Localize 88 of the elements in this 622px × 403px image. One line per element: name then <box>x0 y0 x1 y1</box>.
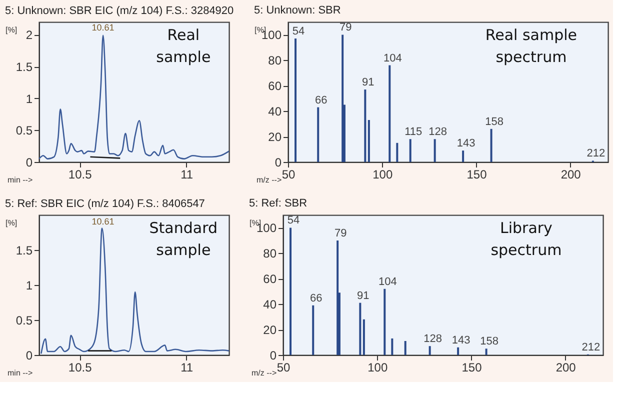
x-axis-title: m/z --> <box>256 176 282 184</box>
annotation: 128 <box>424 333 442 346</box>
y-tick-label: 80 <box>263 246 277 261</box>
chart-title: 5: Unknown: SBR EIC (m/z 104) F.S.: 3284920 <box>5 5 234 17</box>
y-tick-label: 0.5 <box>16 314 33 328</box>
annotation: 104 <box>383 52 402 64</box>
annotation: 158 <box>480 336 498 348</box>
bar <box>490 128 492 162</box>
y-tick-label: 1.5 <box>16 60 33 74</box>
annotation: 66 <box>310 292 322 304</box>
x-tick-label: 10.5 <box>68 168 92 182</box>
x-tick-label: 11 <box>180 360 194 374</box>
annotation: 54 <box>292 26 305 38</box>
y-tick-label: 0 <box>26 156 33 170</box>
y-tick-label: 20 <box>263 323 277 338</box>
annotation: 143 <box>452 334 470 346</box>
bar <box>409 139 412 162</box>
x-tick-label: 11 <box>180 168 194 182</box>
x-tick-label: 200 <box>556 360 576 374</box>
bar <box>388 65 391 162</box>
annotation: 212 <box>582 341 600 354</box>
x-axis-title: m/z --> <box>252 368 277 378</box>
y-tick-label: 40 <box>263 298 277 312</box>
bar <box>364 89 366 162</box>
bar <box>342 34 344 162</box>
y-tick-label: 60 <box>263 272 277 286</box>
bar <box>317 107 320 162</box>
bar <box>457 347 460 355</box>
y-tick-label: 80 <box>268 54 282 68</box>
y-axis-title: [%] <box>6 26 18 34</box>
y-tick-label: 40 <box>268 104 282 119</box>
bar <box>312 305 314 355</box>
chart-title: 5: Ref: SBR <box>249 198 308 210</box>
annotation: 79 <box>339 22 352 34</box>
x-tick-label: 100 <box>368 360 388 374</box>
bar <box>359 302 362 355</box>
x-axis-title: min --> <box>8 176 33 184</box>
bar <box>404 341 406 355</box>
y-tick-label: 1.5 <box>16 244 33 258</box>
bar <box>428 346 431 355</box>
bar <box>391 338 394 355</box>
bar <box>290 228 292 355</box>
chart-title: 5: Unknown: SBR <box>254 4 341 17</box>
x-tick-label: 150 <box>466 168 488 182</box>
x-tick-label: 200 <box>560 168 582 182</box>
bar <box>384 288 386 355</box>
x-tick-label: 50 <box>276 360 290 374</box>
bar <box>294 38 297 162</box>
annotation: Real sample spectrum <box>485 26 578 66</box>
y-tick-label: 2 <box>26 28 33 42</box>
annotation: 212 <box>586 148 606 160</box>
y-tick-label: 0 <box>26 348 33 362</box>
annotation: 115 <box>404 126 422 138</box>
y-tick-label: 20 <box>268 130 282 144</box>
annotation: 10.61 <box>92 216 114 226</box>
x-axis-title: min --> <box>8 368 33 378</box>
chart-title: 5: Ref: SBR EIC (m/z 104) F.S.: 8406547 <box>5 198 205 210</box>
bar <box>362 319 365 355</box>
bar <box>336 240 339 355</box>
annotation: 104 <box>378 276 397 288</box>
y-tick-label: 1 <box>26 278 33 292</box>
bar <box>462 150 464 162</box>
y-tick-label: 60 <box>268 79 282 94</box>
y-axis-title: [%] <box>6 218 18 228</box>
y-tick-label: 0 <box>270 348 277 362</box>
x-tick-label: 50 <box>282 168 296 182</box>
annotation: 54 <box>287 214 300 227</box>
x-tick-label: 100 <box>372 168 393 182</box>
annotation: 128 <box>428 126 448 138</box>
x-tick-label: 150 <box>462 360 482 374</box>
annotation: 79 <box>334 227 347 240</box>
annotation: Real sample <box>156 26 211 66</box>
annotation: Library spectrum <box>490 219 562 259</box>
annotation: 10.61 <box>92 22 114 33</box>
bar <box>485 348 488 355</box>
bar <box>434 139 436 162</box>
annotation: 158 <box>485 116 504 128</box>
y-tick-label: 0 <box>274 156 282 170</box>
annotation: 91 <box>362 76 374 88</box>
annotation: 66 <box>314 94 328 106</box>
y-tick-label: 0.5 <box>16 124 33 138</box>
x-tick-label: 10.5 <box>68 360 92 374</box>
annotation: 91 <box>357 290 370 302</box>
annotation: 143 <box>456 138 476 150</box>
y-tick-label: 1 <box>26 92 33 106</box>
bar <box>368 120 370 162</box>
annotation: Standard sample <box>149 219 218 259</box>
bar <box>396 142 398 162</box>
